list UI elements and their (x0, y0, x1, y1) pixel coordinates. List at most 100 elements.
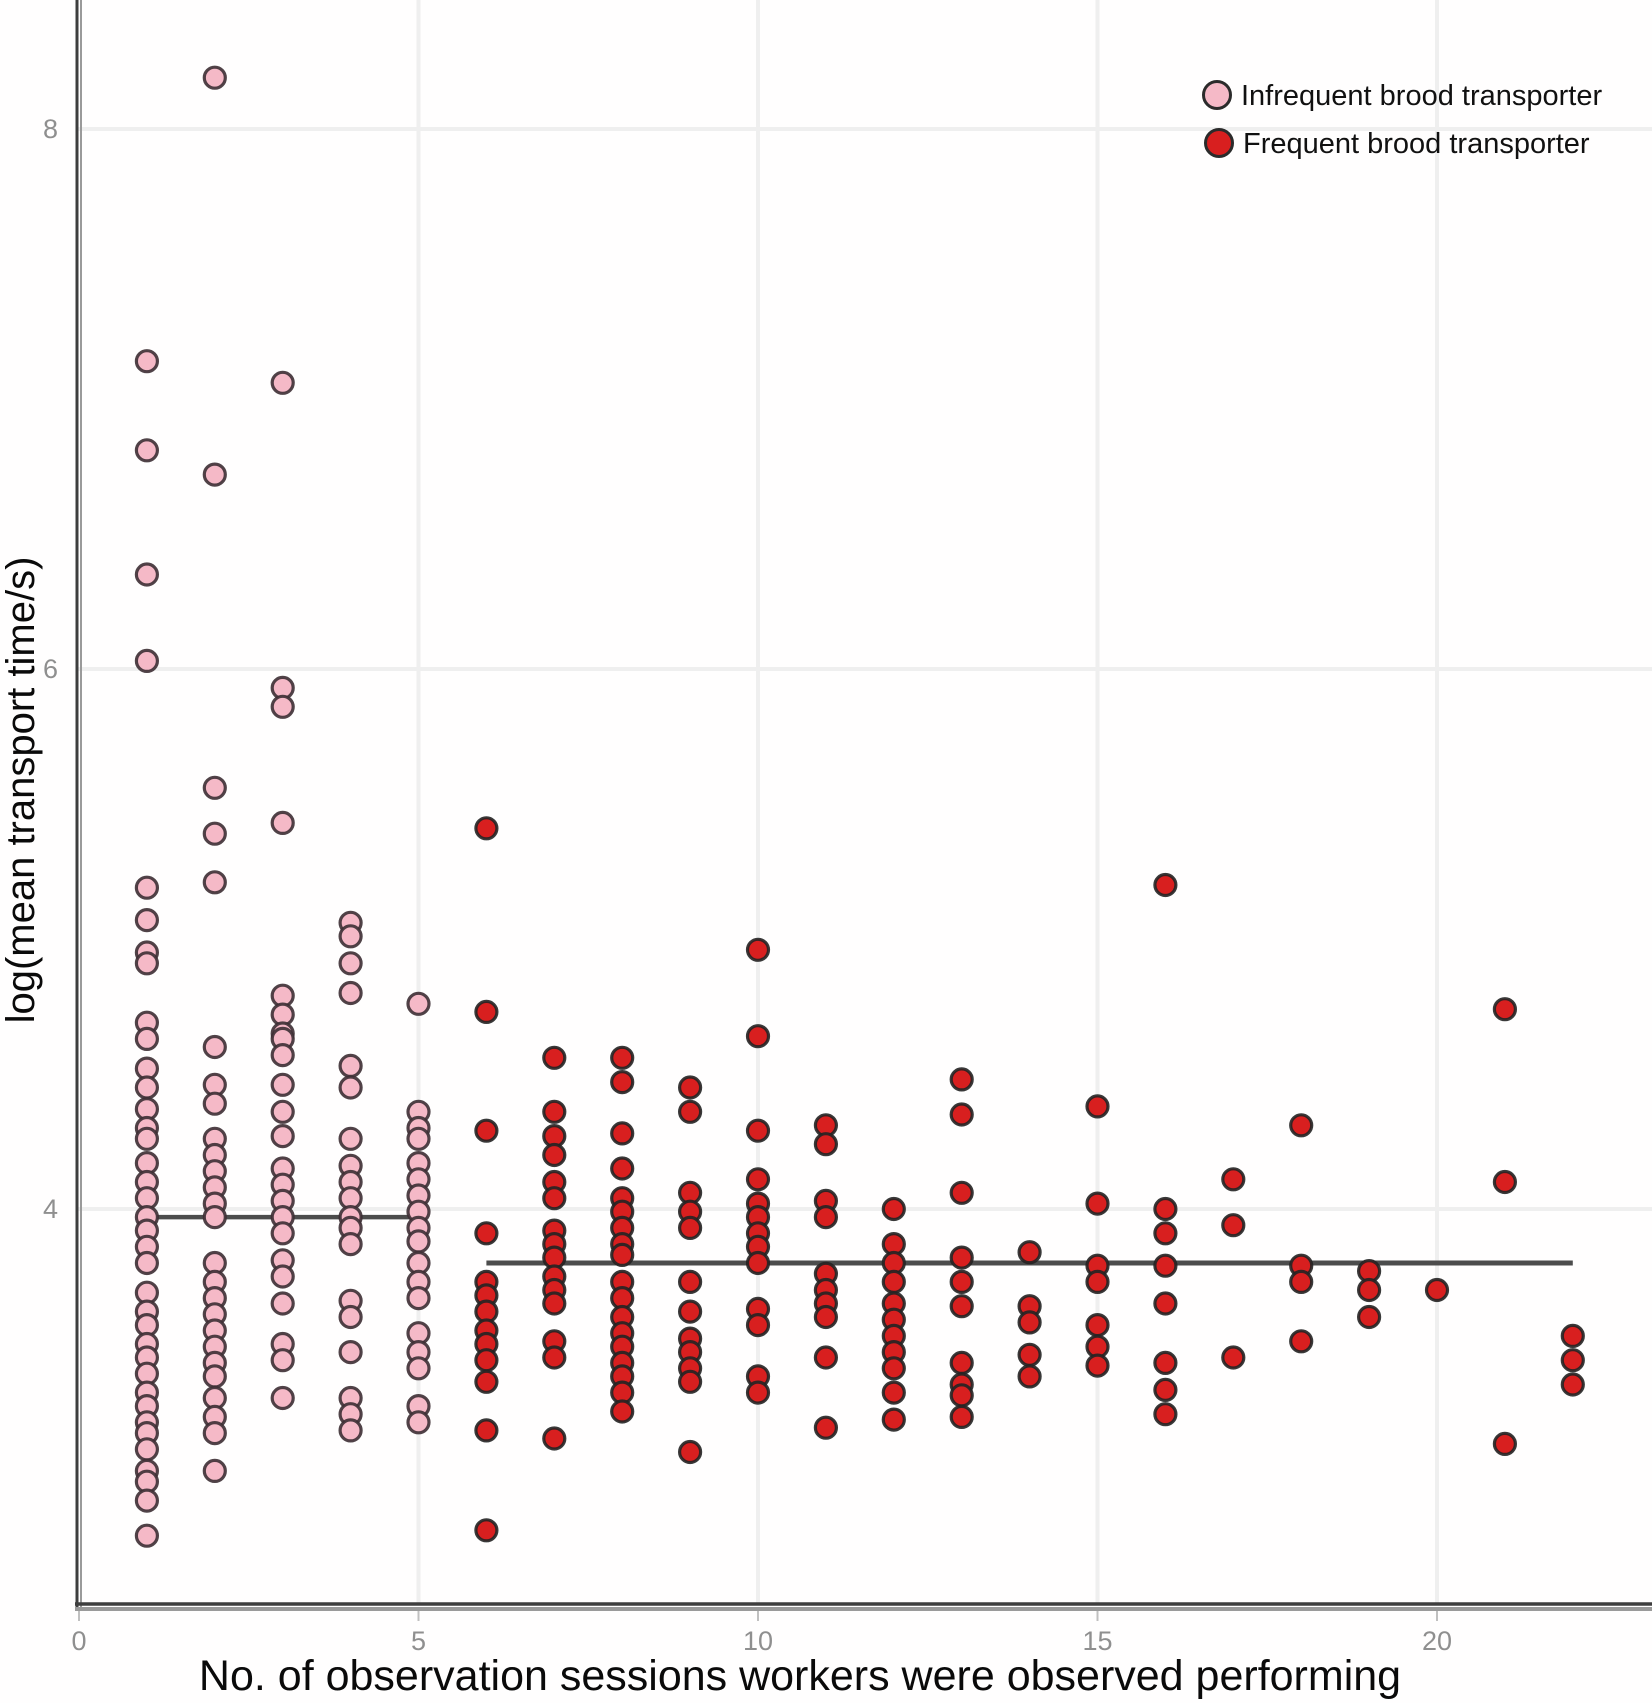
data-point-frequent (1560, 1348, 1585, 1373)
data-point-frequent (1153, 1221, 1178, 1246)
data-point-frequent (949, 1383, 974, 1408)
data-point-infrequent (338, 1053, 363, 1079)
data-point-frequent (1289, 1113, 1314, 1138)
data-point-frequent (474, 1118, 499, 1143)
data-point-infrequent (134, 562, 159, 587)
data-point-frequent (677, 1299, 703, 1324)
data-point-frequent (610, 1242, 635, 1268)
data-point-frequent (949, 1404, 974, 1430)
data-point-infrequent (406, 1410, 431, 1435)
data-point-infrequent (134, 1523, 159, 1548)
data-point-frequent (677, 1369, 703, 1394)
data-point-frequent (1492, 1431, 1518, 1457)
data-point-frequent (813, 1345, 839, 1370)
data-point-frequent (1017, 1310, 1042, 1335)
data-point-frequent (1356, 1304, 1382, 1330)
data-point-frequent (813, 1304, 839, 1330)
data-point-infrequent (134, 648, 159, 674)
data-point-frequent (745, 1380, 771, 1405)
data-point-frequent (542, 1142, 567, 1168)
data-point-infrequent (134, 438, 159, 463)
x-axis-title: No. of observation sessions workers were… (199, 1652, 1401, 1700)
data-point-frequent (1085, 1353, 1110, 1378)
data-point-infrequent (338, 1075, 363, 1100)
data-point-frequent (474, 1348, 499, 1373)
data-point-infrequent (202, 1458, 227, 1484)
data-point-frequent (813, 1132, 839, 1157)
x-tick-label-5: 5 (411, 1626, 426, 1656)
data-point-infrequent (270, 1291, 295, 1316)
data-point-frequent (1356, 1277, 1382, 1303)
legend-label-infrequent: Infrequent brood transporter (1241, 80, 1602, 112)
data-point-frequent (813, 1415, 839, 1440)
data-point-frequent (1221, 1345, 1246, 1370)
data-point-frequent (745, 1118, 771, 1143)
data-point-frequent (881, 1196, 906, 1222)
data-point-frequent (474, 816, 499, 841)
data-point-frequent (745, 1312, 771, 1338)
data-point-frequent (1153, 1196, 1178, 1222)
data-point-frequent (542, 1045, 567, 1070)
data-point-frequent (474, 1369, 499, 1394)
data-point-infrequent (406, 1126, 431, 1151)
data-point-infrequent (338, 951, 363, 976)
data-point-infrequent (270, 1042, 295, 1068)
data-point-frequent (1017, 1342, 1042, 1367)
series-infrequent-points (134, 65, 431, 1548)
data-point-infrequent (270, 1385, 295, 1411)
data-point-frequent (1153, 1402, 1178, 1427)
data-point-infrequent (134, 875, 159, 900)
data-point-frequent (949, 1102, 974, 1127)
data-point-infrequent (338, 924, 363, 949)
data-point-frequent (1017, 1240, 1042, 1265)
data-point-infrequent (270, 1264, 295, 1289)
data-point-infrequent (270, 1072, 295, 1097)
gridlines (76, 0, 1652, 1604)
data-point-infrequent (134, 349, 159, 374)
y-tick-label-6: 6 (43, 654, 58, 684)
data-point-frequent (542, 1345, 567, 1370)
data-point-frequent (1560, 1372, 1585, 1397)
data-point-infrequent (202, 1034, 227, 1060)
data-point-infrequent (270, 1221, 295, 1246)
data-point-frequent (1085, 1312, 1110, 1338)
data-point-infrequent (202, 821, 227, 846)
data-point-infrequent (338, 1418, 363, 1443)
data-point-frequent (542, 1426, 567, 1451)
data-point-frequent (949, 1180, 974, 1205)
data-point-infrequent (134, 1250, 159, 1276)
data-point-frequent (610, 1399, 635, 1424)
data-point-frequent (881, 1269, 906, 1295)
data-point-frequent (813, 1204, 839, 1230)
data-point-frequent (474, 1418, 499, 1443)
data-point-frequent (542, 1186, 567, 1211)
data-point-infrequent (406, 991, 431, 1016)
axes (75, 0, 1652, 1621)
data-point-infrequent (202, 1364, 227, 1389)
data-point-infrequent (202, 462, 227, 487)
series-frequent-points (474, 816, 1585, 1543)
data-point-frequent (1017, 1364, 1042, 1389)
data-point-infrequent (270, 1123, 295, 1149)
data-point-frequent (949, 1245, 974, 1270)
data-point-infrequent (338, 1126, 363, 1151)
data-point-infrequent (270, 1099, 295, 1124)
data-point-frequent (610, 1156, 635, 1181)
data-point-infrequent (134, 907, 159, 933)
data-point-frequent (1085, 1094, 1110, 1119)
data-point-frequent (677, 1075, 703, 1100)
data-point-infrequent (202, 870, 227, 895)
data-point-frequent (1153, 1253, 1178, 1278)
data-point-frequent (474, 999, 499, 1025)
data-point-frequent (949, 1269, 974, 1295)
data-point-frequent (1153, 1350, 1178, 1376)
data-point-infrequent (134, 951, 159, 976)
legend-swatch-frequent-icon (1204, 128, 1234, 158)
data-point-infrequent (338, 980, 363, 1006)
data-point-infrequent (406, 1356, 431, 1381)
data-point-infrequent (134, 1126, 159, 1151)
data-point-frequent (677, 1215, 703, 1241)
data-point-frequent (677, 1269, 703, 1295)
data-point-frequent (745, 937, 771, 962)
